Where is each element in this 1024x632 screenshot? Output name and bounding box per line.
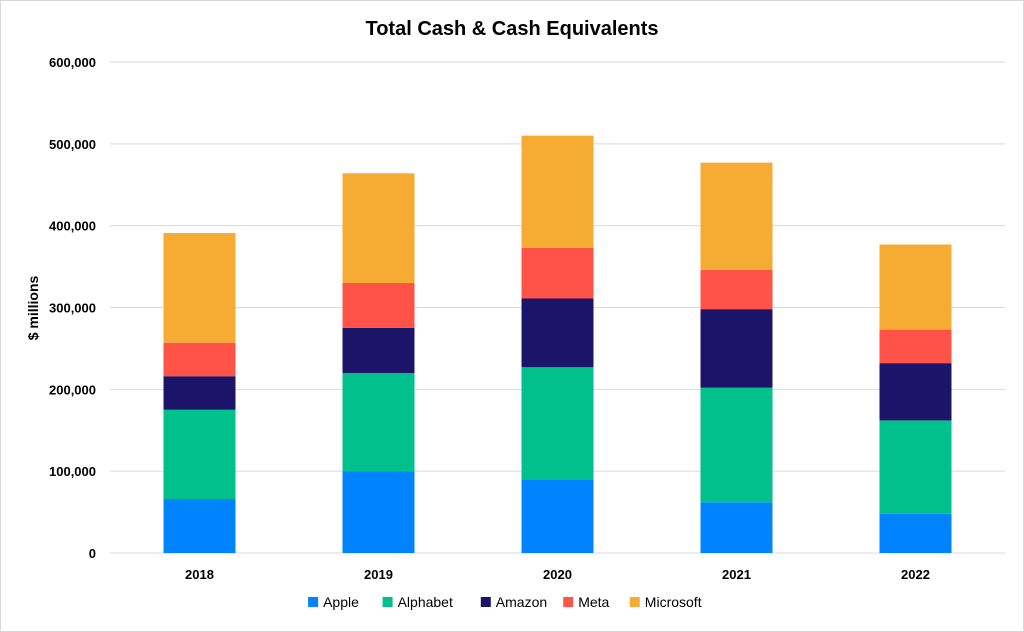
y-tick-label: 400,000	[49, 219, 96, 234]
bar-alphabet-2021	[700, 387, 773, 503]
legend-label-amazon: Amazon	[496, 594, 547, 610]
y-tick-label: 200,000	[49, 382, 96, 397]
legend-label-microsoft: Microsoft	[645, 594, 702, 610]
x-tick-label: 2020	[543, 567, 572, 582]
bar-microsoft-2020	[521, 135, 594, 248]
y-axis-ticks: 0 100,000 200,000 300,000 400,000 500,000 600,…	[49, 55, 96, 561]
legend: Apple Alphabet Amazon Meta Microsoft	[308, 594, 702, 610]
x-tick-label: 2021	[722, 567, 751, 582]
legend-swatch-microsoft	[629, 597, 640, 607]
bar-alphabet-2022	[879, 420, 952, 514]
y-tick-label: 0	[89, 546, 96, 561]
bar-alphabet-2020	[521, 367, 594, 480]
legend-swatch-alphabet	[382, 597, 393, 607]
bar-apple-2021	[700, 502, 773, 553]
legend-label-alphabet: Alphabet	[398, 594, 453, 610]
legend-swatch-meta	[563, 597, 574, 607]
bar-microsoft-2022	[879, 244, 952, 330]
bar-amazon-2019	[342, 327, 415, 373]
bar-amazon-2018	[163, 376, 236, 410]
y-tick-label: 300,000	[49, 301, 96, 316]
y-axis-label: $ millions	[25, 276, 41, 341]
bar-apple-2019	[342, 471, 415, 553]
y-tick-label: 500,000	[49, 137, 96, 152]
bar-microsoft-2019	[342, 173, 415, 283]
x-tick-label: 2018	[185, 567, 214, 582]
legend-swatch-amazon	[480, 597, 491, 607]
bars	[163, 135, 952, 553]
bar-alphabet-2019	[342, 372, 415, 472]
legend-label-meta: Meta	[578, 594, 609, 610]
bar-apple-2018	[163, 498, 236, 553]
y-tick-label: 600,000	[49, 55, 96, 70]
bar-meta-2022	[879, 329, 952, 364]
bar-meta-2018	[163, 342, 236, 377]
bar-microsoft-2018	[163, 233, 236, 343]
bar-alphabet-2018	[163, 409, 236, 499]
bar-microsoft-2021	[700, 162, 773, 270]
legend-swatch-apple	[308, 597, 319, 607]
bar-meta-2021	[700, 269, 773, 310]
bar-amazon-2022	[879, 363, 952, 421]
x-axis-ticks: 2018 2019 2020 2021 2022	[185, 567, 930, 582]
bar-amazon-2021	[700, 309, 773, 388]
y-tick-label: 100,000	[49, 464, 96, 479]
bar-apple-2020	[521, 479, 594, 553]
bar-meta-2020	[521, 247, 594, 299]
chart-title: Total Cash & Cash Equivalents	[365, 18, 658, 40]
x-tick-label: 2019	[364, 567, 393, 582]
x-tick-label: 2022	[901, 567, 930, 582]
bar-amazon-2020	[521, 298, 594, 368]
bar-apple-2022	[879, 513, 952, 553]
bar-meta-2019	[342, 282, 415, 328]
legend-label-apple: Apple	[323, 594, 359, 610]
